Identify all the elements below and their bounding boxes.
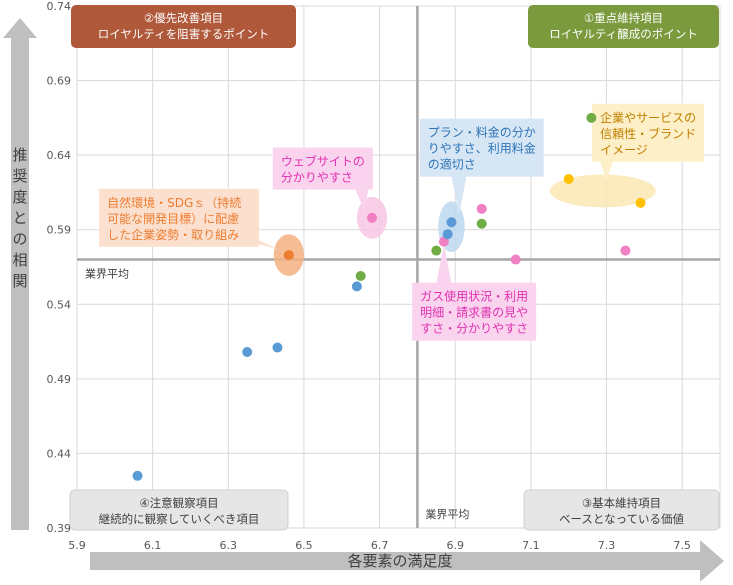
x-tick-label: 7.3 bbox=[598, 539, 616, 552]
highlight-ellipse bbox=[549, 174, 656, 208]
quadrant-title: ③基本維持項目 bbox=[582, 496, 661, 510]
x-tick-label: 7.5 bbox=[673, 539, 691, 552]
callout-text: 分かりやすさ bbox=[281, 171, 353, 185]
x-axis-label: 各要素の満足度 bbox=[347, 552, 452, 570]
average-x-label: 業界平均 bbox=[425, 508, 469, 521]
data-point bbox=[367, 212, 378, 223]
data-point bbox=[355, 270, 366, 281]
callout-box bbox=[419, 118, 544, 177]
quadrant-box bbox=[528, 5, 719, 48]
callout-box bbox=[272, 147, 373, 190]
callout-text: りやすさ、利用料金 bbox=[428, 141, 536, 156]
y-axis-label: 推奨度との相関 bbox=[12, 146, 27, 290]
x-axis-arrow bbox=[90, 540, 724, 582]
x-tick-label: 6.9 bbox=[446, 539, 464, 552]
x-tick-label: 6.5 bbox=[295, 539, 313, 552]
data-point bbox=[272, 342, 283, 353]
plot-area bbox=[76, 5, 721, 529]
x-tick-label: 7.1 bbox=[522, 539, 540, 552]
callout-box bbox=[592, 103, 705, 162]
y-tick-label: 0.54 bbox=[47, 298, 72, 311]
average-y-label: 業界平均 bbox=[85, 268, 129, 281]
quadrant-title: ④注意観察項目 bbox=[139, 496, 218, 510]
callout-text: した企業姿勢・取り組み bbox=[107, 227, 239, 242]
y-tick-label: 0.49 bbox=[47, 373, 72, 386]
callout-text: 自然環境・SDGｓ（持続 bbox=[107, 195, 241, 210]
callout-text: イメージ bbox=[600, 143, 648, 157]
quadrant-box bbox=[523, 489, 720, 531]
y-tick-label: 0.64 bbox=[47, 149, 72, 162]
data-point bbox=[620, 245, 631, 256]
x-tick-label: 6.3 bbox=[220, 539, 238, 552]
data-point bbox=[586, 112, 597, 123]
data-point bbox=[283, 250, 294, 261]
y-tick-label: 0.69 bbox=[47, 75, 72, 88]
data-point bbox=[476, 203, 487, 214]
x-tick-label: 5.9 bbox=[68, 539, 86, 552]
quadrant-subtitle: ロイヤルティ醸成のポイント bbox=[549, 27, 697, 41]
quadrant-subtitle: ロイヤルティを阻害するポイント bbox=[98, 27, 269, 41]
callout-pointer bbox=[450, 168, 469, 215]
quadrant-subtitle: ベースとなっている価値 bbox=[559, 512, 685, 526]
data-point bbox=[132, 470, 143, 481]
quadrant-box bbox=[71, 5, 296, 48]
y-tick-label: 0.44 bbox=[47, 447, 72, 460]
quadrant-subtitle: 継続的に観察していくべき項目 bbox=[99, 512, 260, 526]
data-point bbox=[438, 236, 449, 247]
y-axis-arrow bbox=[3, 18, 37, 530]
callout-text: 明細・請求書の見や bbox=[420, 306, 528, 320]
x-tick-label: 6.7 bbox=[371, 539, 389, 552]
callout-text: プラン・料金の分か bbox=[428, 125, 536, 140]
callout-text: の適切さ bbox=[428, 157, 476, 172]
data-point bbox=[351, 281, 362, 292]
data-point bbox=[431, 245, 442, 256]
data-point bbox=[442, 229, 453, 240]
data-point bbox=[635, 197, 646, 208]
callout-text: ウェブサイトの bbox=[281, 154, 365, 169]
callout-box bbox=[412, 282, 537, 341]
quadrant-title: ②優先改善項目 bbox=[144, 11, 223, 25]
callout-text: ガス使用状況・利用 bbox=[420, 289, 528, 304]
data-point bbox=[242, 347, 253, 358]
data-point bbox=[563, 174, 574, 185]
y-tick-label: 0.39 bbox=[47, 522, 72, 535]
y-tick-label: 0.59 bbox=[47, 224, 72, 237]
y-tick-label: 0.74 bbox=[47, 0, 72, 13]
callout-pointer bbox=[434, 244, 453, 291]
callout-text: 可能な開発目標）に配慮 bbox=[107, 212, 239, 226]
data-point bbox=[510, 254, 521, 265]
callout-text: 信頼性・ブランド bbox=[600, 126, 696, 141]
callout-text: すさ・分かりやすさ bbox=[420, 322, 528, 336]
quadrant-title: ①重点維持項目 bbox=[584, 11, 663, 25]
x-tick-label: 6.1 bbox=[144, 539, 162, 552]
callout-box bbox=[99, 188, 260, 247]
quadrant-box bbox=[69, 489, 289, 531]
callout-text: 企業やサービスの bbox=[600, 110, 696, 125]
data-point bbox=[446, 217, 457, 228]
data-point bbox=[476, 218, 487, 229]
